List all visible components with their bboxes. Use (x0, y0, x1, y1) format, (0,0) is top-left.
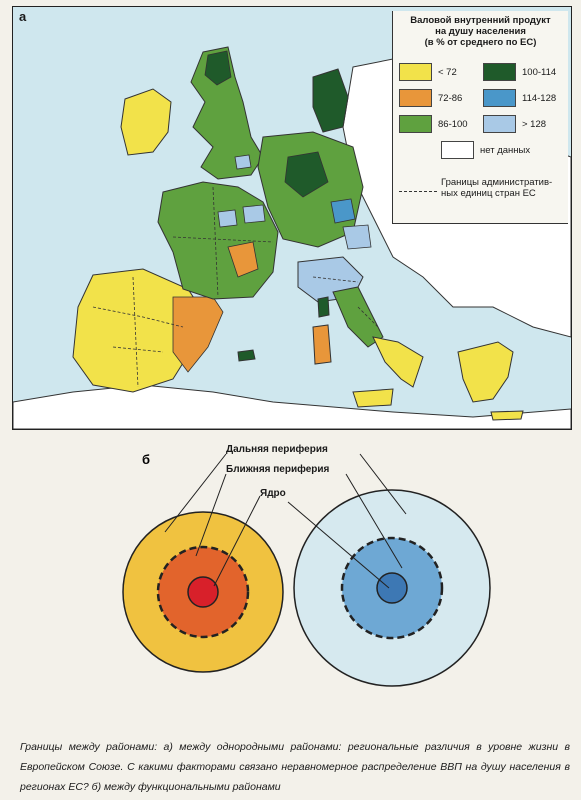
legend-label: 86-100 (438, 118, 468, 130)
region-great-britain (190, 46, 264, 180)
region-south-italy (372, 336, 424, 388)
core-periphery-diagram: б Дальняя периферия Ближняя периферия Яд… (0, 440, 581, 710)
legend-item-no-data: нет данных (441, 141, 530, 159)
legend-swatch (483, 115, 516, 133)
region-south-france (227, 241, 259, 278)
region-greece (457, 341, 514, 403)
legend-title-line-1: Валовой внутренний продукт (410, 15, 551, 26)
region-london (234, 154, 252, 170)
legend-item-72-86: 72-86 (399, 89, 462, 107)
legend-swatch (399, 115, 432, 133)
region-france (157, 181, 279, 300)
admin-border-symbol (399, 191, 437, 192)
legend-label: < 72 (438, 66, 457, 78)
legend-label: > 128 (522, 118, 547, 130)
eu-gdp-map: а Валовой внутренний продукт на душу нас… (12, 6, 572, 430)
legend-item-100-114: 100-114 (483, 63, 556, 81)
legend-swatch (399, 63, 432, 81)
admin-border-iberia (92, 276, 184, 388)
legend-label: нет данных (480, 144, 531, 156)
legend-item-lt72: < 72 (399, 63, 457, 81)
figure-caption: Границы между районами: а) между однород… (20, 741, 570, 793)
region-sardinia (312, 324, 332, 365)
region-corsica (317, 296, 330, 318)
legend-label: 72-86 (438, 92, 463, 104)
region-sicily (352, 388, 394, 408)
legend-swatch (399, 89, 432, 107)
legend-title: Валовой внутренний продукт на душу насел… (393, 15, 568, 48)
admin-border-label: Границы административ-ных единиц стран Е… (441, 177, 553, 199)
region-crete (490, 410, 524, 421)
label-near-periphery: Ближняя периферия (226, 463, 330, 475)
panel-a-letter: а (19, 9, 27, 24)
legend-swatch (441, 141, 474, 159)
region-iberia (72, 268, 204, 393)
leader-core (213, 495, 390, 589)
legend-swatch (483, 63, 516, 81)
region-germany-blue (242, 204, 266, 224)
legend-title-line-2: на душу населения (435, 26, 526, 37)
region-balearics (237, 349, 256, 362)
region-paris (217, 209, 238, 228)
panel-b-letter: б (142, 452, 150, 467)
legend-label: 100-114 (522, 66, 557, 78)
region-denmark (312, 68, 349, 133)
legend-title-line-3: (в % от среднего по ЕС) (424, 37, 537, 48)
region-catalonia (172, 296, 224, 373)
region-ireland (120, 88, 172, 156)
legend-item-86-100: 86-100 (399, 115, 468, 133)
legend-item-114-128: 114-128 (483, 89, 556, 107)
admin-border-france (172, 186, 274, 298)
diagram-svg: б Дальняя периферия Ближняя периферия Яд… (122, 443, 491, 687)
region-germany-dark (284, 151, 329, 198)
leader-far (164, 453, 407, 533)
left-core (187, 576, 219, 608)
leader-near (195, 473, 403, 569)
legend-item-gt128: > 128 (483, 115, 546, 133)
map-svg (13, 46, 571, 429)
right-core (376, 572, 408, 604)
map-legend: Валовой внутренний продукт на душу насел… (392, 11, 568, 224)
legend-swatch (483, 89, 516, 107)
legend-label: 114-128 (522, 92, 557, 104)
admin-border-italy (312, 276, 379, 328)
label-core: Ядро (260, 488, 286, 499)
region-austria-light (342, 224, 372, 250)
region-central-italy (332, 286, 384, 348)
region-scotland-dark (204, 50, 232, 86)
region-germany-east (330, 198, 356, 224)
label-far-periphery: Дальняя периферия (226, 443, 328, 455)
